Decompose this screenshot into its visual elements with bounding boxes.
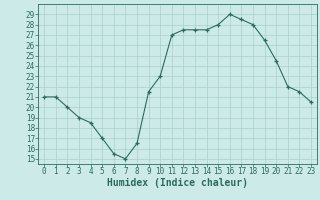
X-axis label: Humidex (Indice chaleur): Humidex (Indice chaleur) bbox=[107, 178, 248, 188]
